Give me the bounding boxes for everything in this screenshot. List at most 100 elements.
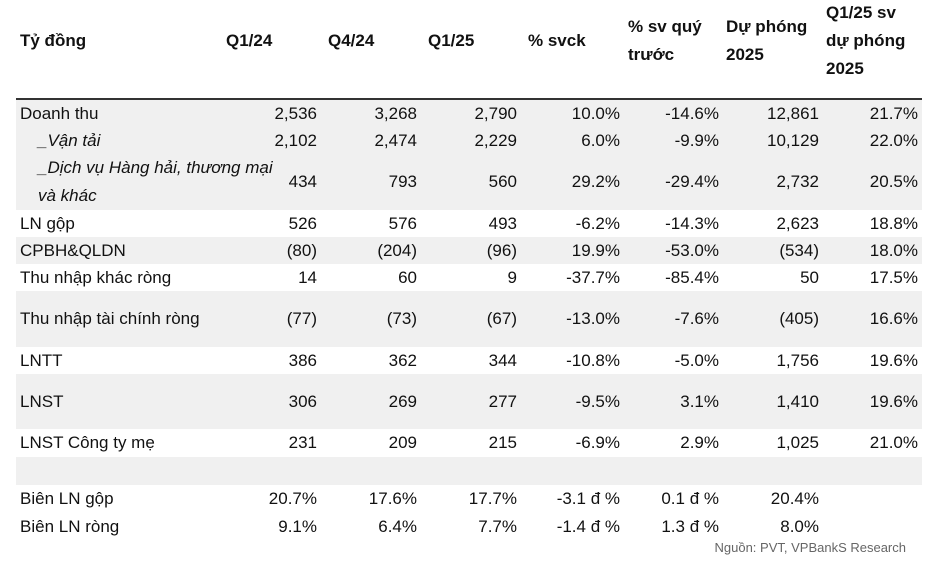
table-row: LN gộp 526 576 493 -6.2% -14.3% 2,623 18.8% [16,210,922,237]
row-label: LNTT [20,350,63,370]
cell-value: -7.6% [674,309,719,328]
row-label: Thu nhập tài chính ròng [20,309,200,328]
header-q1-25: Q1/25 [428,31,475,50]
cell-value: -14.6% [665,103,719,123]
cell-value: -6.9% [575,433,620,452]
cell-value: 277 [488,391,517,411]
cell-value: 20.4% [770,489,819,508]
cell-value: 344 [488,350,517,370]
cell-value: -53.0% [665,240,719,260]
cell-value: 231 [288,433,317,452]
header-vs-forecast: Q1/25 sv dự phóng 2025 [826,3,906,78]
cell-value: 793 [388,172,417,191]
table-row: _Dịch vụ Hàng hải, thương mại và khác 434… [16,154,922,210]
cell-value: 434 [288,172,317,191]
cell-value: 19.6% [869,391,918,411]
cell-value [317,457,417,485]
cell-value: 3.1% [680,391,719,411]
cell-value: 60 [398,267,417,287]
row-label: _Vận tải [38,130,101,150]
cell-value [819,513,918,541]
cell-value: 386 [288,350,317,370]
cell-value: 20.5% [869,172,918,191]
cell-value: 269 [388,391,417,411]
cell-value: 10,129 [767,130,819,150]
table-header: Tỷ đồng Q1/24 Q4/24 Q1/25 % svck % sv qu… [16,0,922,100]
cell-value: 306 [288,391,317,411]
cell-value: 17.6% [368,489,417,508]
cell-value: (77) [286,309,317,328]
cell-value: 12,861 [767,103,819,123]
cell-value: 1,410 [776,391,819,411]
row-label: Biên LN ròng [20,517,120,536]
header-q4-24: Q4/24 [328,31,375,50]
cell-value: 2,474 [374,130,417,150]
cell-value: -13.0% [566,309,620,328]
cell-value: 2,229 [474,130,517,150]
cell-value [819,485,918,513]
cell-value: 0.1 đ % [661,489,719,508]
cell-value: 18.8% [869,213,918,233]
cell-value [819,457,918,485]
cell-value: 21.7% [869,103,918,123]
cell-value [417,457,517,485]
cell-value: 19.9% [571,240,620,260]
cell-value: 7.7% [478,517,517,536]
table-row: Thu nhập khác ròng 14 60 9 -37.7% -85.4% 50 17.… [16,264,922,291]
table-row: LNTT 386 362 344 -10.8% -5.0% 1,756 19.6% [16,347,922,374]
cell-value: 14 [298,267,317,287]
table-row: _Vận tải 2,102 2,474 2,229 6.0% -9.9% 10,129 22… [16,127,922,154]
cell-value: 19.6% [869,350,918,370]
cell-value: -3.1 đ % [556,489,620,508]
cell-value [719,457,819,485]
cell-value: 22.0% [869,130,918,150]
row-label: LNST [20,391,64,411]
header-qoq: % sv quý trước [628,17,702,64]
cell-value: 560 [488,172,517,191]
cell-value: (96) [486,240,517,260]
cell-value: -10.8% [566,350,620,370]
table-row: Biên LN gộp 20.7% 17.6% 17.7% -3.1 đ % 0.1 đ … [16,485,922,513]
cell-value: (405) [779,309,819,328]
cell-value: -85.4% [665,267,719,287]
cell-value: (67) [486,309,517,328]
cell-value: 215 [488,433,517,452]
table-row: Thu nhập tài chính ròng (77) (73) (67) -13.0… [16,291,922,347]
cell-value: 17.5% [869,267,918,287]
header-forecast-2025: Dự phóng 2025 [726,17,808,64]
row-label: Thu nhập khác ròng [20,267,172,287]
table-row: Doanh thu 2,536 3,268 2,790 10.0% -14.6% 12,86… [16,100,922,127]
cell-value: 2,732 [776,172,819,191]
cell-value: 2.9% [680,433,719,452]
cell-value: 9 [507,267,517,287]
cell-value: 526 [288,213,317,233]
cell-value: 576 [388,213,417,233]
cell-value: 2,623 [776,213,819,233]
cell-value: -37.7% [566,267,620,287]
cell-value: 493 [488,213,517,233]
cell-value: 2,102 [274,130,317,150]
cell-value: (534) [779,240,819,260]
cell-value: 18.0% [869,240,918,260]
cell-value: 50 [800,267,819,287]
cell-value: (80) [286,240,317,260]
cell-value: 209 [388,433,417,452]
cell-value: -14.3% [665,213,719,233]
cell-value: 362 [388,350,417,370]
cell-value: -9.9% [674,130,719,150]
cell-value: 20.7% [268,489,317,508]
cell-value: 1,025 [776,433,819,452]
cell-value: 1,756 [776,350,819,370]
cell-value [517,457,620,485]
cell-value: -29.4% [665,172,719,191]
cell-value: 6.4% [378,517,417,536]
table-body: Doanh thu 2,536 3,268 2,790 10.0% -14.6% 12,86… [16,100,922,541]
cell-value: -6.2% [575,213,620,233]
cell-value: -5.0% [674,350,719,370]
header-q1-24: Q1/24 [226,31,273,50]
cell-value: 9.1% [278,517,317,536]
financial-table: Tỷ đồng Q1/24 Q4/24 Q1/25 % svck % sv qu… [16,0,922,541]
row-label: Doanh thu [20,103,99,123]
cell-value: 3,268 [374,103,417,123]
table-row: Biên LN ròng 9.1% 6.4% 7.7% -1.4 đ % 1.3 đ % 8… [16,513,922,541]
